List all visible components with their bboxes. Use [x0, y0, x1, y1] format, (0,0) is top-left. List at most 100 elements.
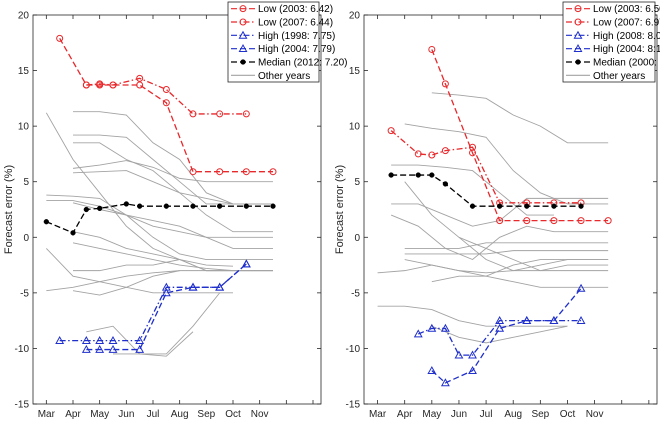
right-chart-panel: -15 -10 -5 0 5 10 15 20 Mar Apr May Jun Jul Aug Sep Oct…: [334, 1, 660, 420]
series-point: [440, 378, 450, 387]
other-year-line: [431, 325, 568, 344]
other-year-line: [73, 134, 273, 205]
series-point: [136, 74, 144, 82]
y-tick-label: -5: [351, 288, 360, 299]
series-point: [468, 366, 477, 375]
series-point: [469, 143, 477, 151]
series-point: [550, 217, 558, 225]
other-year-line: [391, 197, 609, 227]
series-point: [454, 350, 464, 359]
y-tick-label: 0: [23, 233, 29, 244]
x-tick-label: May: [422, 409, 441, 420]
series-point: [243, 203, 249, 209]
other-year-line: [46, 248, 233, 294]
plot-area: [377, 45, 612, 387]
series-point: [496, 203, 503, 209]
series-point: [495, 316, 505, 325]
series-point: [55, 336, 65, 345]
series-point: [81, 336, 91, 345]
other-year-line: [72, 202, 273, 249]
series-point: [108, 336, 118, 345]
series-point: [161, 288, 171, 297]
legend-label: High (2004: 8:18): [593, 44, 660, 55]
series-point: [269, 168, 277, 176]
series-point: [415, 172, 421, 178]
series-point: [427, 323, 437, 332]
series-point: [137, 203, 143, 209]
x-tick-label: Oct: [225, 409, 241, 420]
y-tick-label: -15: [15, 400, 30, 411]
other-year-line: [377, 305, 568, 327]
legend-label: Other years: [593, 71, 645, 82]
series-point: [70, 230, 76, 236]
series-line: [390, 130, 582, 204]
legend-box: [562, 1, 656, 83]
legend-marker: [239, 5, 247, 13]
x-tick-label: Sep: [531, 409, 549, 420]
legend-label: Low (2007: 6.44): [258, 18, 333, 29]
series-point: [82, 81, 90, 89]
y-tick-label: 15: [18, 66, 30, 77]
other-year-line: [391, 164, 554, 216]
x-tick-label: Nov: [251, 409, 269, 420]
x-tick-label: Sep: [197, 409, 215, 420]
x-tick-label: Jun: [451, 409, 467, 420]
series-point: [469, 203, 476, 209]
series-point: [576, 316, 586, 325]
other-year-line: [46, 270, 180, 292]
x-tick-label: Aug: [171, 409, 189, 420]
legend-label: Median (2000: 7.29): [593, 58, 660, 69]
series-point: [428, 151, 436, 159]
other-year-line: [46, 200, 273, 238]
series-point: [604, 217, 612, 225]
series-point: [428, 45, 436, 53]
series-point: [162, 85, 170, 93]
series-point: [96, 80, 104, 88]
series-line: [431, 287, 582, 384]
series-point: [135, 336, 145, 345]
series-point: [81, 344, 91, 353]
legend-marker: [573, 44, 583, 53]
left-chart-panel: -15 -10 -5 0 5 10 15 20 Mar Apr May Jun Jul Aug Sep Oct…: [3, 1, 348, 420]
series-point: [242, 110, 250, 118]
series-point: [522, 316, 532, 325]
series-point: [413, 329, 423, 338]
legend-marker: [574, 18, 582, 26]
series-point: [441, 80, 449, 88]
y-tick-label: -15: [346, 400, 361, 411]
legend-marker: [239, 18, 247, 26]
y-tick-label: 10: [349, 122, 361, 133]
x-tick-label: Jul: [480, 409, 493, 420]
series-point: [95, 344, 105, 353]
series-point: [578, 203, 584, 209]
series-point: [162, 99, 170, 107]
series-line: [59, 263, 247, 342]
series-point: [189, 110, 197, 118]
series-point: [135, 344, 145, 353]
series-point: [549, 316, 559, 325]
y-tick-label: 0: [354, 233, 360, 244]
other-year-line: [73, 111, 273, 205]
other-year-line: [404, 181, 609, 272]
legend-marker: [573, 30, 583, 39]
series-point: [136, 81, 144, 89]
x-tick-label: Mar: [369, 409, 387, 420]
legend-marker: [238, 44, 248, 53]
other-year-line: [404, 242, 609, 249]
y-tick-label: 5: [23, 177, 29, 188]
series-point: [442, 181, 449, 187]
y-tick-label: -5: [20, 288, 29, 299]
series-line: [86, 77, 247, 115]
other-year-line: [404, 259, 609, 277]
series-line: [418, 319, 582, 356]
y-tick-label: 10: [18, 122, 30, 133]
series-point: [190, 203, 196, 209]
x-tick-label: Jul: [147, 409, 160, 420]
other-year-line: [72, 170, 273, 205]
series-point: [108, 344, 118, 353]
series-point: [189, 168, 197, 176]
series-point: [43, 219, 49, 225]
series-point: [388, 172, 394, 178]
series-point: [495, 323, 505, 332]
